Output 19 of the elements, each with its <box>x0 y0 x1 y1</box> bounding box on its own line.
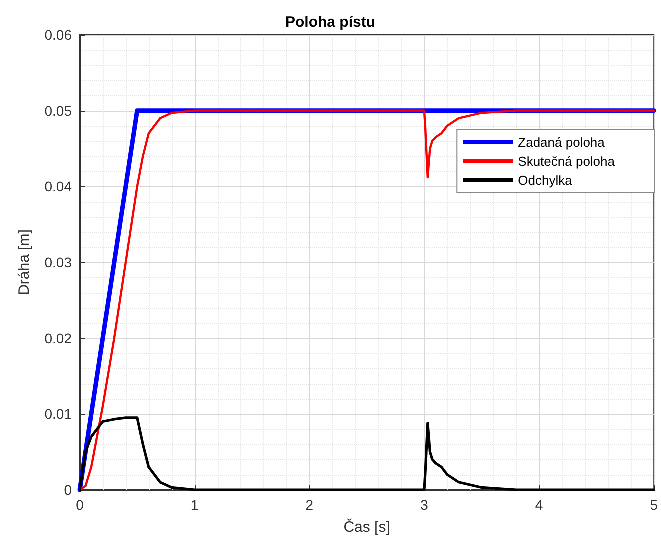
x-tick-label: 0 <box>76 497 84 513</box>
x-axis-title: Čas [s] <box>344 518 390 536</box>
y-tick-label: 0.06 <box>44 27 72 43</box>
x-tick-label: 5 <box>650 497 658 513</box>
y-tick-label: 0.03 <box>44 254 72 270</box>
y-tick-label: 0.01 <box>44 406 72 422</box>
y-tick-label: 0 <box>64 482 72 498</box>
x-tick-label: 2 <box>306 497 314 513</box>
y-axis-title: Dráha [m] <box>16 230 33 296</box>
legend-label: Odchylka <box>518 173 574 188</box>
x-tick-label: 3 <box>420 497 429 513</box>
x-tick-label: 4 <box>535 497 544 513</box>
x-tick-label: 1 <box>190 497 199 513</box>
y-tick-label: 0.05 <box>44 102 72 119</box>
legend-label: Zadaná poloha <box>518 135 606 150</box>
y-tick-label: 0.04 <box>44 178 72 195</box>
y-tick-label: 0.02 <box>44 330 72 346</box>
chart-title: Poloha pístu <box>286 14 376 31</box>
legend-label: Skutečná poloha <box>518 154 616 169</box>
